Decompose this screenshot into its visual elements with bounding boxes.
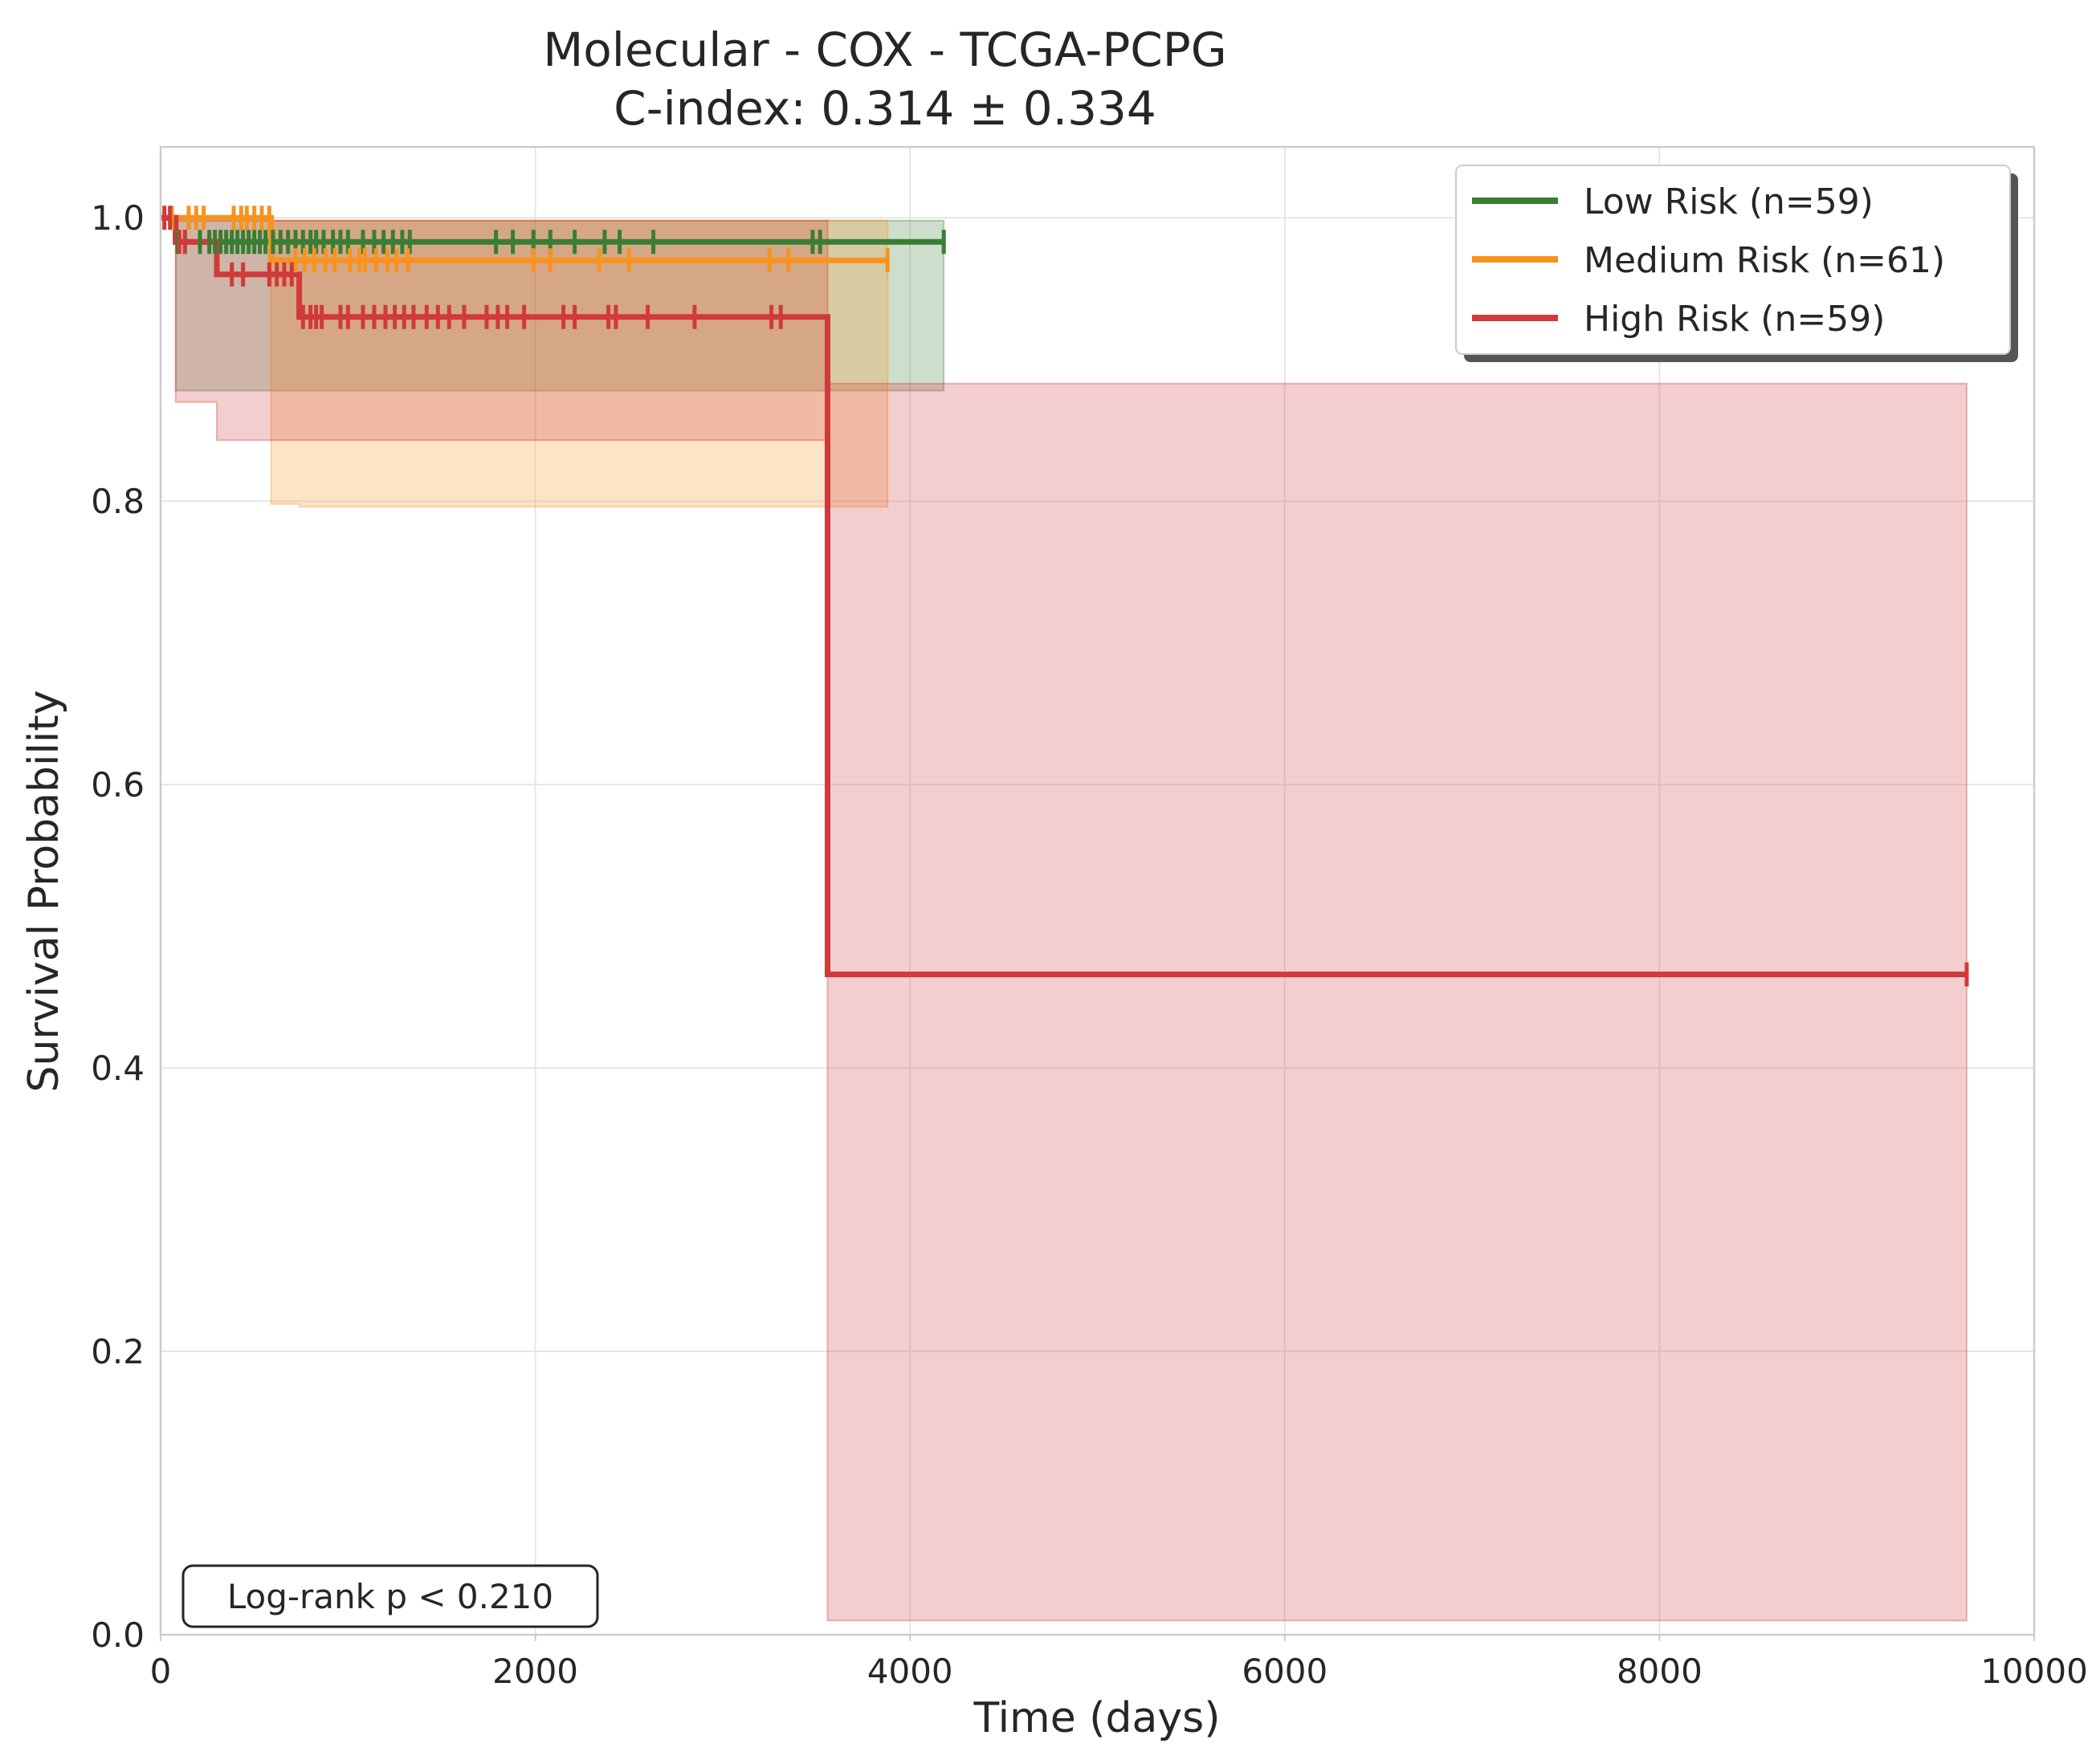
x-axis-ticks: 0 2000 4000 6000 8000 10000 <box>150 1635 2088 1691</box>
x-tick-label-2: 4000 <box>867 1652 953 1691</box>
censor-marks <box>162 206 1969 987</box>
x-tick-label-0: 0 <box>150 1652 172 1691</box>
confidence-bands <box>161 217 1968 1622</box>
x-tick-label-5: 10000 <box>1980 1652 2088 1691</box>
y-tick-label-1: 0.2 <box>91 1332 145 1371</box>
y-tick-label-0: 0.0 <box>91 1615 145 1655</box>
legend-box <box>1455 165 2011 355</box>
legend-label-2: High Risk (n=59) <box>1584 299 1885 340</box>
logrank-annotation: Log-rank p < 0.210 <box>181 1564 599 1628</box>
y-axis-label: Survival Probability <box>20 690 68 1092</box>
x-tick-label-1: 2000 <box>492 1652 578 1691</box>
y-tick-label-3: 0.6 <box>91 765 145 805</box>
chart-title: Molecular - COX - TCGA-PCPG <box>543 22 1226 77</box>
legend-label-1: Medium Risk (n=61) <box>1584 240 1945 281</box>
legend-label-0: Low Risk (n=59) <box>1584 181 1874 222</box>
y-tick-label-2: 0.4 <box>91 1049 145 1088</box>
x-axis-label: Time (days) <box>973 1694 1220 1742</box>
plot-frame <box>159 145 2036 1636</box>
y-tick-label-4: 0.8 <box>91 482 145 521</box>
survival-line-2 <box>161 214 1967 978</box>
logrank-box <box>181 1564 599 1628</box>
legend: Low Risk (n=59) Medium Risk (n=61) High Ri… <box>1455 165 2018 362</box>
chart-subtitle: C-index: 0.314 ± 0.334 <box>614 81 1156 136</box>
logrank-text: Log-rank p < 0.210 <box>227 1577 553 1616</box>
x-tick-label-3: 6000 <box>1242 1652 1327 1691</box>
x-tick-label-4: 8000 <box>1617 1652 1703 1691</box>
y-tick-label-5: 1.0 <box>91 198 145 238</box>
y-axis-ticks: 0.0 0.2 0.4 0.6 0.8 1.0 <box>91 198 145 1655</box>
ci-band-2 <box>161 217 1968 1622</box>
